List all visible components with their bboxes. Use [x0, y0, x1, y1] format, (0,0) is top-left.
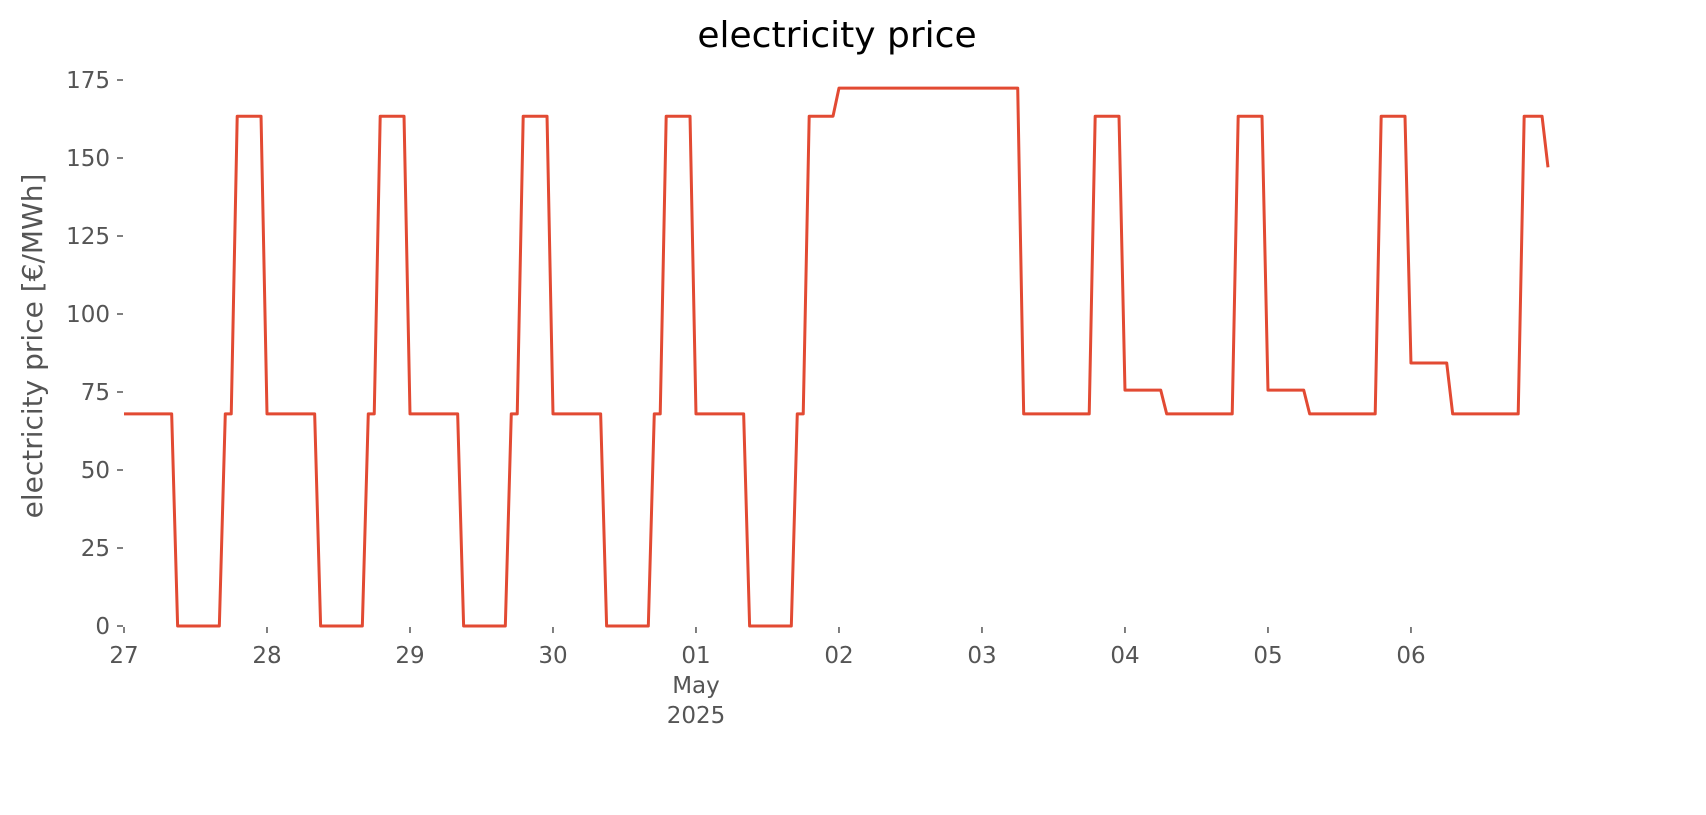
x-tick-label: 02 [824, 643, 853, 669]
x-tick-label: 03 [967, 643, 996, 669]
y-tick-label: 25 [81, 536, 110, 562]
x-tick-label: 05 [1253, 643, 1282, 669]
y-tick-label: 100 [66, 302, 110, 328]
chart-title: electricity price [697, 15, 976, 56]
y-tick-label: 175 [66, 68, 110, 94]
price-line [124, 86, 1550, 628]
y-tick-label: 0 [95, 614, 110, 640]
x-tick-label: 29 [395, 643, 424, 669]
y-tick-label: 50 [81, 458, 110, 484]
x-tick-label: 27 [109, 643, 138, 669]
y-axis-label: electricity price [€/MWh] [16, 174, 49, 519]
x-tick-label: 06 [1396, 643, 1425, 669]
y-tick-label: 125 [66, 224, 110, 250]
x-tick-label: 01 May 2025 [667, 643, 726, 729]
x-tick-label: 28 [252, 643, 281, 669]
y-tick-label: 75 [81, 380, 110, 406]
x-tick-label: 04 [1110, 643, 1139, 669]
y-tick-label: 150 [66, 146, 110, 172]
x-tick-label: 30 [538, 643, 567, 669]
